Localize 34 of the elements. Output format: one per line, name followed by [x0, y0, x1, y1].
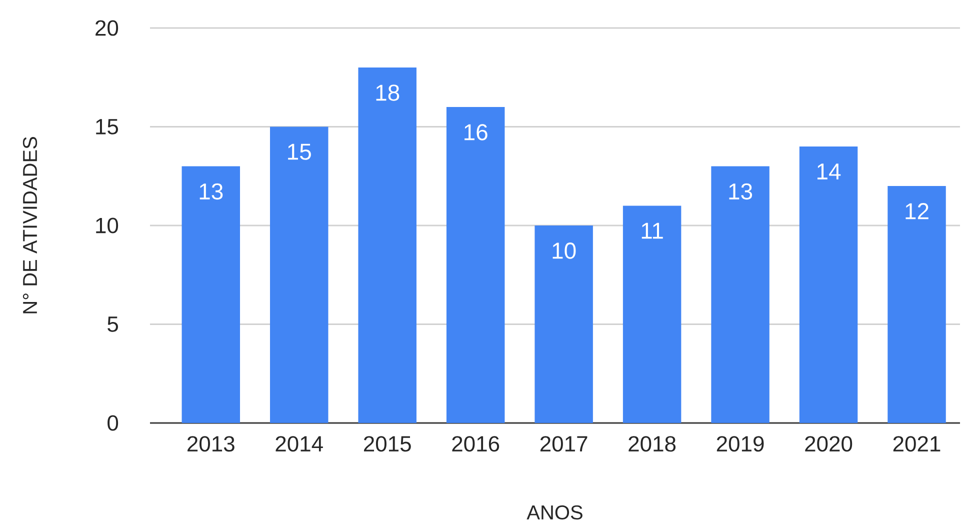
- data-label: 18: [376, 84, 400, 101]
- bar: [799, 146, 858, 423]
- bar: [182, 166, 240, 423]
- data-label: 13: [729, 183, 752, 200]
- bar: [270, 126, 328, 423]
- data-label: 12: [906, 203, 928, 220]
- y-tick-label: 20: [96, 20, 118, 36]
- x-tick-label: 2021: [893, 436, 940, 452]
- bar: [888, 186, 946, 423]
- bar: [534, 225, 593, 423]
- bar: [622, 206, 682, 423]
- x-tick-label: 2019: [716, 436, 764, 452]
- data-label: 16: [464, 124, 488, 140]
- x-tick-label: 2020: [805, 436, 852, 452]
- y-tick-label: 0: [108, 415, 118, 431]
- bar: [446, 107, 505, 423]
- data-label: 15: [288, 144, 311, 160]
- x-tick-label: 2013: [188, 436, 234, 452]
- data-label: 13: [200, 183, 223, 200]
- y-axis-title: N° DE ATIVIDADES: [22, 137, 38, 314]
- data-label: 10: [552, 242, 576, 259]
- x-tick-label: 2018: [628, 436, 676, 452]
- data-label: 14: [817, 164, 841, 180]
- x-tick-label: 2014: [276, 436, 323, 452]
- data-label: 11: [642, 222, 663, 239]
- x-tick-label: 2015: [364, 436, 411, 452]
- x-tick-label: 2016: [452, 436, 500, 452]
- bar: [711, 166, 770, 423]
- y-tick-label: 10: [96, 218, 118, 234]
- bar: [358, 68, 416, 423]
- x-tick-label: 2017: [540, 436, 588, 452]
- x-axis-title: ANOS: [526, 505, 582, 520]
- y-tick-label: 15: [96, 119, 118, 134]
- y-tick-label: 5: [108, 316, 118, 332]
